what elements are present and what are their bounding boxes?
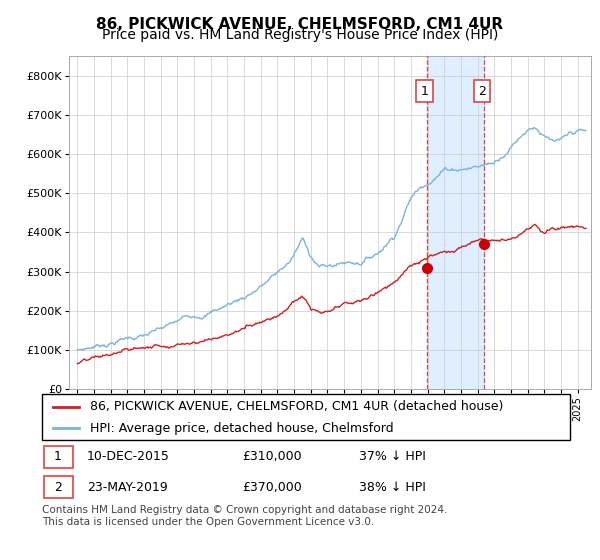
FancyBboxPatch shape: [44, 476, 73, 498]
Text: £310,000: £310,000: [242, 450, 302, 463]
FancyBboxPatch shape: [44, 446, 73, 468]
Text: Price paid vs. HM Land Registry's House Price Index (HPI): Price paid vs. HM Land Registry's House …: [102, 28, 498, 42]
Text: 1: 1: [54, 450, 62, 463]
Text: 38% ↓ HPI: 38% ↓ HPI: [359, 480, 425, 493]
Text: 86, PICKWICK AVENUE, CHELMSFORD, CM1 4UR: 86, PICKWICK AVENUE, CHELMSFORD, CM1 4UR: [97, 17, 503, 32]
Text: 2: 2: [54, 480, 62, 493]
Text: £370,000: £370,000: [242, 480, 302, 493]
Text: 1: 1: [420, 85, 428, 98]
Text: 23-MAY-2019: 23-MAY-2019: [87, 480, 167, 493]
FancyBboxPatch shape: [42, 394, 570, 440]
Text: 37% ↓ HPI: 37% ↓ HPI: [359, 450, 425, 463]
Text: HPI: Average price, detached house, Chelmsford: HPI: Average price, detached house, Chel…: [89, 422, 393, 435]
Text: Contains HM Land Registry data © Crown copyright and database right 2024.
This d: Contains HM Land Registry data © Crown c…: [42, 505, 448, 527]
Text: 10-DEC-2015: 10-DEC-2015: [87, 450, 170, 463]
Text: 86, PICKWICK AVENUE, CHELMSFORD, CM1 4UR (detached house): 86, PICKWICK AVENUE, CHELMSFORD, CM1 4UR…: [89, 400, 503, 413]
Bar: [427, 56, 484, 389]
Text: 2: 2: [478, 85, 486, 98]
